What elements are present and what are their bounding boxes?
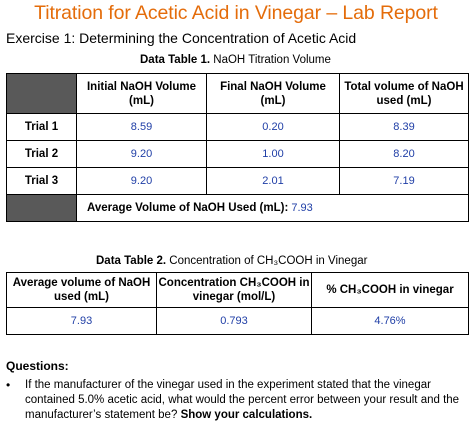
question-body: If the manufacturer of the vinegar used … — [25, 379, 460, 421]
initial-volume-cell: 9.20 — [76, 140, 207, 168]
table1-header-row: Initial NaOH Volume (mL) Final NaOH Volu… — [6, 73, 469, 114]
table-row: Trial 1 8.59 0.20 8.39 — [6, 113, 469, 141]
questions-heading: Questions: — [6, 359, 69, 373]
initial-volume-cell: 8.59 — [76, 113, 207, 141]
trial-label: Trial 3 — [6, 167, 77, 195]
bullet-icon: • — [6, 378, 11, 392]
average-volume-cell: Average Volume of NaOH Used (mL): 7.93 — [76, 194, 469, 222]
table1-caption: Data Table 1. NaOH Titration Volume — [140, 54, 331, 66]
page-title: Titration for Acetic Acid in Vinegar – L… — [34, 2, 438, 24]
table-row: Trial 3 9.20 2.01 7.19 — [6, 167, 469, 195]
final-volume-cell: 0.20 — [206, 113, 340, 141]
average-volume-label: Average Volume of NaOH Used (mL): — [87, 202, 289, 214]
percent-cell: 4.76% — [311, 307, 469, 335]
average-volume-value: 7.93 — [288, 202, 313, 214]
table1-header-initial: Initial NaOH Volume (mL) — [76, 73, 207, 114]
trial-label: Trial 2 — [6, 140, 77, 168]
table2-header-avg-volume: Average volume of NaOH used (mL) — [6, 272, 157, 308]
table-row: 7.93 0.793 4.76% — [6, 307, 469, 335]
table2-caption: Data Table 2. Concentration of CH₃COOH i… — [96, 255, 367, 267]
table-row: Trial 2 9.20 1.00 8.20 — [6, 140, 469, 168]
table2-caption-label: Data Table 2. — [96, 255, 167, 267]
naoh-titration-table: Initial NaOH Volume (mL) Final NaOH Volu… — [6, 73, 469, 222]
table1-corner-cell — [6, 73, 77, 114]
question-instruction: Show your calculations. — [180, 409, 313, 421]
table2-header-percent: % CH₃COOH in vinegar — [311, 272, 469, 308]
avg-volume-cell: 7.93 — [6, 307, 157, 335]
exercise-heading: Exercise 1: Determining the Concentratio… — [6, 30, 357, 46]
initial-volume-cell: 9.20 — [76, 167, 207, 195]
final-volume-cell: 1.00 — [206, 140, 340, 168]
table1-caption-text: NaOH Titration Volume — [210, 54, 331, 66]
question-text: If the manufacturer of the vinegar used … — [25, 378, 468, 423]
concentration-cell: 0.793 — [156, 307, 312, 335]
total-volume-cell: 8.20 — [339, 140, 469, 168]
concentration-table: Average volume of NaOH used (mL) Concent… — [6, 272, 469, 335]
trial-label: Trial 1 — [6, 113, 77, 141]
table2-header-row: Average volume of NaOH used (mL) Concent… — [6, 272, 469, 308]
question-item: • If the manufacturer of the vinegar use… — [6, 378, 468, 423]
final-volume-cell: 2.01 — [206, 167, 340, 195]
table1-header-total: Total volume of NaOH used (mL) — [339, 73, 469, 114]
table1-caption-label: Data Table 1. — [140, 54, 211, 66]
table2-caption-text: Concentration of CH₃COOH in Vinegar — [166, 255, 368, 267]
table2-header-concentration: Concentration CH₃COOH in vinegar (mol/L) — [156, 272, 312, 308]
total-volume-cell: 7.19 — [339, 167, 469, 195]
table1-average-corner — [6, 194, 77, 222]
total-volume-cell: 8.39 — [339, 113, 469, 141]
table1-average-row: Average Volume of NaOH Used (mL): 7.93 — [6, 194, 469, 222]
table1-header-final: Final NaOH Volume (mL) — [206, 73, 340, 114]
